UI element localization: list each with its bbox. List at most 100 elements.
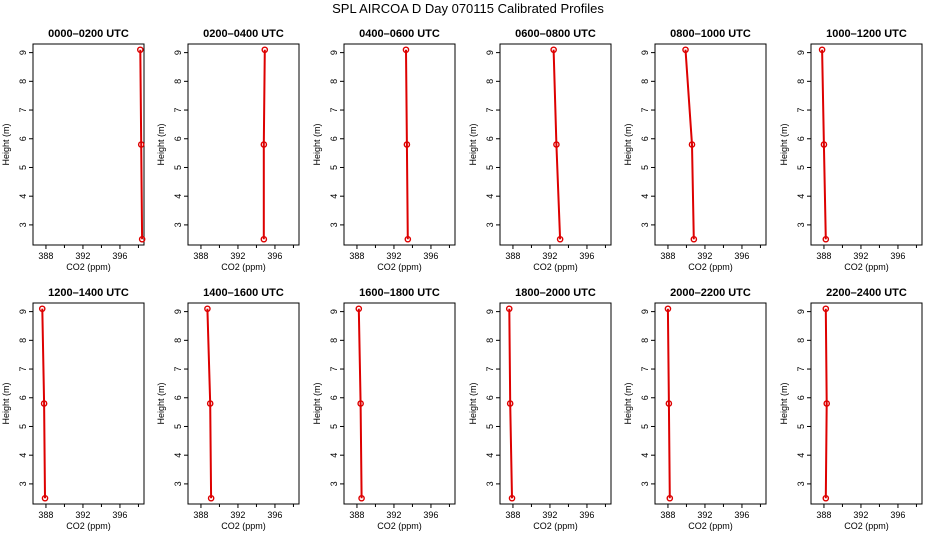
x-tick-label: 388 bbox=[660, 510, 675, 520]
y-tick-label: 4 bbox=[485, 194, 495, 199]
profile-point bbox=[665, 400, 673, 407]
x-tick-label: 388 bbox=[505, 510, 520, 520]
panel-title: 0000–0200 UTC bbox=[48, 28, 129, 40]
y-tick-label: 9 bbox=[640, 309, 650, 314]
profile-point bbox=[260, 235, 268, 243]
x-tick-label: 388 bbox=[660, 251, 675, 261]
profile-point bbox=[818, 46, 826, 54]
y-axis-label: Height (m) bbox=[779, 382, 789, 424]
plot-frame bbox=[343, 302, 456, 505]
x-tick-label: 396 bbox=[890, 510, 905, 520]
profile-point bbox=[508, 494, 516, 502]
profile-point bbox=[822, 235, 830, 243]
y-tick-label: 9 bbox=[485, 50, 495, 55]
y-tick-label: 3 bbox=[329, 481, 339, 486]
x-axis-label: CO2 (ppm) bbox=[66, 262, 111, 272]
profile-point bbox=[38, 305, 46, 313]
y-tick-label: 7 bbox=[173, 108, 183, 113]
x-tick-label: 396 bbox=[579, 251, 594, 261]
profile-line bbox=[357, 308, 363, 499]
profile-line bbox=[139, 49, 144, 240]
profile-point bbox=[40, 400, 48, 407]
profile-line bbox=[821, 49, 827, 240]
panel-title: 2200–2400 UTC bbox=[826, 287, 907, 299]
profile-point bbox=[357, 400, 364, 407]
profile-point bbox=[822, 494, 830, 502]
y-tick-label: 7 bbox=[640, 108, 650, 113]
x-tick-label: 396 bbox=[890, 251, 905, 261]
plot-frame bbox=[187, 302, 300, 505]
x-tick-label: 388 bbox=[38, 510, 53, 520]
y-tick-label: 5 bbox=[329, 424, 339, 429]
x-tick-label: 392 bbox=[542, 251, 557, 261]
y-tick-label: 4 bbox=[329, 194, 339, 199]
y-tick-label: 4 bbox=[173, 453, 183, 458]
y-tick-label: 8 bbox=[18, 338, 28, 343]
x-axis-label: CO2 (ppm) bbox=[688, 262, 733, 272]
y-tick-label: 9 bbox=[640, 50, 650, 55]
x-tick-label: 388 bbox=[816, 510, 831, 520]
y-tick-label: 9 bbox=[173, 309, 183, 314]
x-tick-label: 392 bbox=[697, 251, 712, 261]
profile-line bbox=[684, 49, 695, 240]
y-tick-label: 5 bbox=[640, 424, 650, 429]
x-axis-label: CO2 (ppm) bbox=[377, 262, 422, 272]
x-axis-label: CO2 (ppm) bbox=[221, 521, 266, 531]
y-tick-label: 6 bbox=[485, 136, 495, 141]
panel-title: 0400–0600 UTC bbox=[359, 28, 440, 40]
y-tick-label: 5 bbox=[796, 424, 806, 429]
profile-panel-12: 2200–2400 UTC 388 392 396 3 4 5 6 7 8 9 CO2 (ppm) He… bbox=[779, 287, 923, 531]
y-tick-label: 8 bbox=[173, 338, 183, 343]
x-tick-label: 396 bbox=[423, 251, 438, 261]
y-tick-label: 3 bbox=[329, 222, 339, 227]
y-tick-label: 3 bbox=[18, 222, 28, 227]
y-tick-label: 6 bbox=[329, 136, 339, 141]
panel-title: 0800–1000 UTC bbox=[670, 28, 751, 40]
x-axis-label: CO2 (ppm) bbox=[533, 262, 578, 272]
y-tick-label: 7 bbox=[796, 367, 806, 372]
y-tick-label: 9 bbox=[329, 309, 339, 314]
x-tick-label: 392 bbox=[75, 251, 90, 261]
y-tick-label: 7 bbox=[18, 367, 28, 372]
profile-point bbox=[666, 494, 674, 502]
y-axis-label: Height (m) bbox=[156, 123, 166, 165]
y-tick-label: 9 bbox=[329, 50, 339, 55]
y-tick-label: 5 bbox=[640, 165, 650, 170]
profile-panel-6: 1000–1200 UTC 388 392 396 3 4 5 6 7 8 9 CO2 (ppm) He… bbox=[779, 28, 923, 272]
y-tick-label: 4 bbox=[18, 453, 28, 458]
y-tick-label: 5 bbox=[18, 424, 28, 429]
plot-frame bbox=[32, 43, 145, 246]
y-tick-label: 4 bbox=[640, 194, 650, 199]
y-tick-label: 5 bbox=[796, 165, 806, 170]
y-tick-label: 7 bbox=[796, 108, 806, 113]
profile-line bbox=[666, 308, 671, 499]
y-tick-label: 5 bbox=[485, 424, 495, 429]
y-tick-label: 3 bbox=[485, 481, 495, 486]
panel-title: 0200–0400 UTC bbox=[203, 28, 284, 40]
x-tick-label: 396 bbox=[579, 510, 594, 520]
x-tick-label: 388 bbox=[505, 251, 520, 261]
y-tick-label: 6 bbox=[173, 395, 183, 400]
y-tick-label: 7 bbox=[329, 108, 339, 113]
x-tick-label: 392 bbox=[386, 251, 401, 261]
y-axis-label: Height (m) bbox=[468, 123, 478, 165]
x-tick-label: 388 bbox=[193, 510, 208, 520]
y-tick-label: 5 bbox=[173, 424, 183, 429]
x-tick-label: 392 bbox=[230, 510, 245, 520]
y-axis-label: Height (m) bbox=[1, 123, 11, 165]
x-tick-label: 388 bbox=[193, 251, 208, 261]
y-tick-label: 7 bbox=[485, 367, 495, 372]
profile-point bbox=[204, 305, 211, 313]
y-axis-label: Height (m) bbox=[623, 382, 633, 424]
y-tick-label: 4 bbox=[173, 194, 183, 199]
x-tick-label: 396 bbox=[734, 510, 749, 520]
x-tick-label: 392 bbox=[230, 251, 245, 261]
x-tick-label: 396 bbox=[112, 251, 127, 261]
y-tick-label: 7 bbox=[640, 367, 650, 372]
profile-line bbox=[508, 308, 513, 499]
x-axis-label: CO2 (ppm) bbox=[844, 521, 889, 531]
profile-panel-8: 1400–1600 UTC 388 392 396 3 4 5 6 7 8 9 CO2 (ppm) He… bbox=[156, 287, 300, 531]
y-tick-label: 8 bbox=[173, 79, 183, 84]
x-axis-label: CO2 (ppm) bbox=[66, 521, 111, 531]
profile-point bbox=[682, 46, 689, 54]
